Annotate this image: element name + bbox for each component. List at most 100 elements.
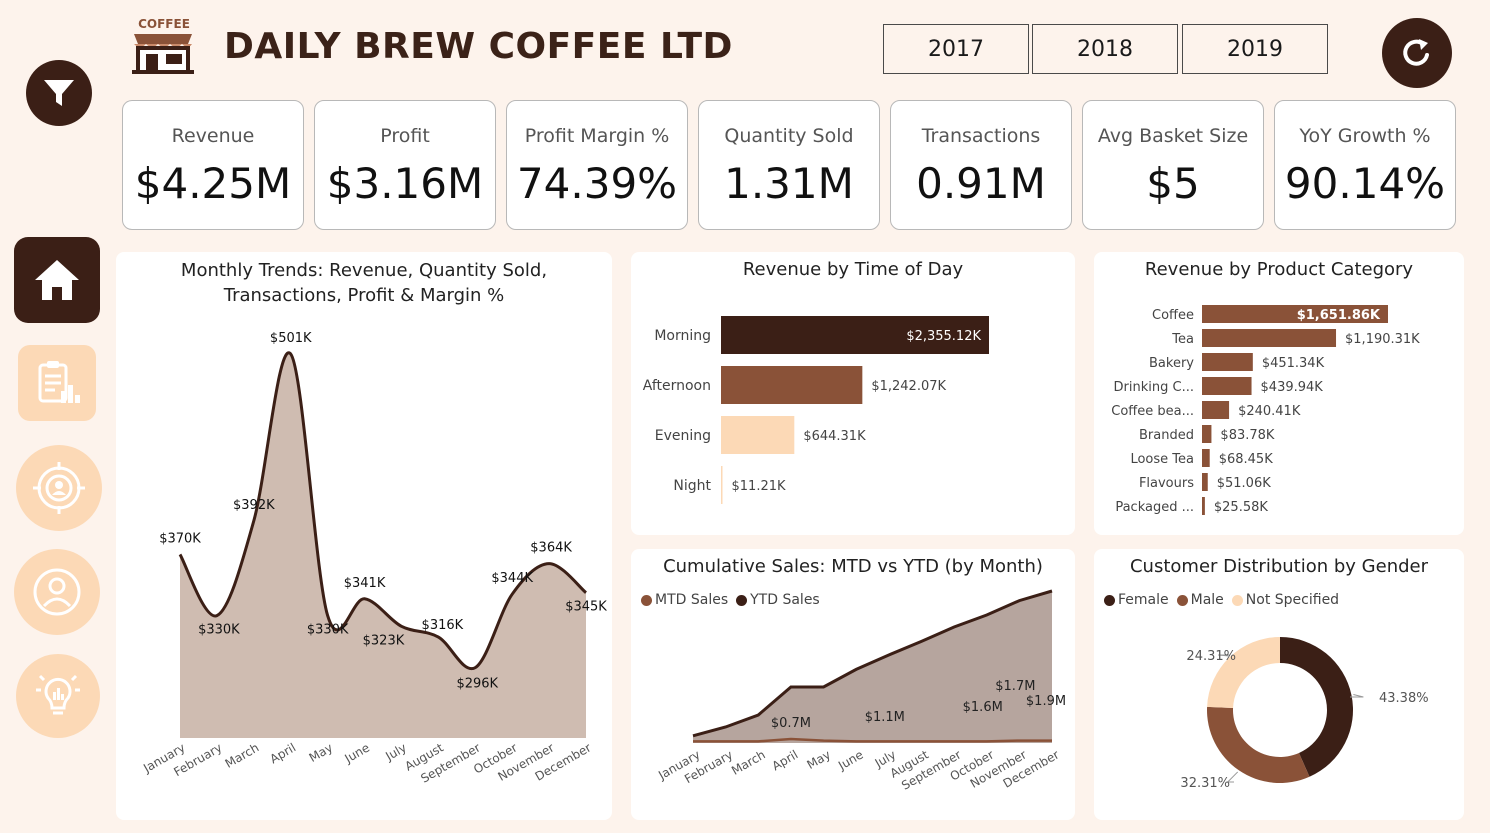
kpi-value: 1.31M xyxy=(724,159,854,208)
kpi-card-revenue: Revenue $4.25M xyxy=(122,100,304,230)
x-tick-label: March xyxy=(223,740,262,770)
kpi-label: Profit Margin % xyxy=(524,125,670,147)
filter-button[interactable] xyxy=(26,60,92,126)
y-category-label: Flavours xyxy=(1139,476,1194,491)
y-category-label: Bakery xyxy=(1149,356,1194,371)
data-label: $370K xyxy=(159,531,201,546)
legend-label: MTD Sales xyxy=(655,592,729,608)
legend-label: Not Specified xyxy=(1245,592,1340,608)
category-bar xyxy=(1202,305,1388,323)
x-tick-label: April xyxy=(770,747,801,773)
legend-item-mtd[interactable]: MTD Sales xyxy=(641,592,728,608)
nav-customer-button[interactable] xyxy=(14,549,100,635)
target-customer-icon xyxy=(33,462,85,514)
category-bar xyxy=(1202,449,1210,467)
nav-target-button[interactable] xyxy=(16,445,102,531)
data-label: $25.58K xyxy=(1214,500,1268,515)
lightbulb-chart-icon xyxy=(36,674,80,715)
product-category-panel: Revenue by Product Category Coffee $1,651… xyxy=(1094,252,1464,535)
kpi-card-yoy-growth: YoY Growth % 90.14% xyxy=(1274,100,1456,230)
leader-line xyxy=(1350,694,1364,698)
kpi-value: $3.16M xyxy=(326,159,484,208)
x-tick-label: April xyxy=(267,740,298,766)
cumulative-legend: MTD Sales YTD Sales xyxy=(641,592,820,608)
category-bar xyxy=(1202,497,1205,515)
category-bar xyxy=(1202,473,1208,491)
category-bar xyxy=(1202,401,1230,419)
data-label: $330K xyxy=(307,623,349,638)
app-title: DAILY BREW COFFEE LTD xyxy=(224,26,733,67)
legend-dot xyxy=(1104,594,1115,606)
legend-item-male[interactable]: Male xyxy=(1176,592,1224,608)
leader-line xyxy=(1226,771,1239,783)
data-label: 24.31% xyxy=(1186,649,1236,664)
time-of-day-chart[interactable]: Morning $2,355.12K Afternoon $1,242.07K Even… xyxy=(631,252,1075,535)
kpi-label: Revenue xyxy=(171,125,255,147)
legend-dot xyxy=(736,594,748,606)
kpi-value: 90.14% xyxy=(1284,159,1446,208)
year-button-2017[interactable]: 2017 xyxy=(883,24,1029,74)
nav-products-button[interactable] xyxy=(18,345,96,421)
x-tick-label: March xyxy=(729,747,768,777)
data-label: $83.78K xyxy=(1220,428,1274,443)
data-label: $451.34K xyxy=(1262,356,1325,371)
ytd-area xyxy=(693,591,1052,743)
data-label: $344K xyxy=(491,571,533,586)
kpi-card-transactions: Transactions 0.91M xyxy=(890,100,1072,230)
product-category-chart[interactable]: Coffee $1,651.86K Tea $1,190.31K Bakery $451.… xyxy=(1094,252,1464,535)
time-of-day-panel: Revenue by Time of Day Morning $2,355.12K… xyxy=(631,252,1075,535)
data-label: $392K xyxy=(233,498,275,513)
clipboard-chart-icon xyxy=(38,361,80,403)
data-label: $68.45K xyxy=(1219,452,1273,467)
x-tick-label: May xyxy=(805,747,833,772)
legend-dot xyxy=(1231,594,1243,606)
legend-item-not-specified[interactable]: Not Specified xyxy=(1231,592,1340,608)
kpi-value: $5 xyxy=(1146,159,1200,208)
data-label: $330K xyxy=(198,623,240,638)
data-label: $0.7M xyxy=(771,716,811,731)
revenue-line xyxy=(178,351,588,671)
data-label: $51.06K xyxy=(1217,476,1271,491)
data-label: $1,190.31K xyxy=(1345,332,1420,347)
data-label: 32.31% xyxy=(1180,776,1230,791)
revenue-area xyxy=(180,352,586,738)
category-bar xyxy=(1202,377,1252,395)
data-label: $240.41K xyxy=(1238,404,1301,419)
reset-button[interactable] xyxy=(1382,18,1452,88)
logo-text: COFFEE xyxy=(138,17,190,31)
chart-title: Revenue by Product Category xyxy=(1144,259,1414,280)
chart-title: Revenue by Time of Day xyxy=(742,259,964,280)
kpi-card-profit: Profit $3.16M xyxy=(314,100,496,230)
year-button-2018[interactable]: 2018 xyxy=(1032,24,1178,74)
cumulative-sales-chart[interactable]: $0.7M $1.1M$1.6M$1.7M$1.9MJanuaryFebruary… xyxy=(631,549,1075,820)
donut-slice-male xyxy=(1207,706,1310,783)
legend-item-ytd[interactable]: YTD Sales xyxy=(736,592,820,608)
time-of-day-bar xyxy=(721,316,989,354)
kpi-card-avg-basket-size: Avg Basket Size $5 xyxy=(1082,100,1264,230)
time-of-day-bar xyxy=(721,416,795,454)
data-label: $323K xyxy=(363,633,405,648)
y-category-label: Morning xyxy=(654,328,711,344)
data-label: $345K xyxy=(565,600,607,615)
nav-insights-button[interactable] xyxy=(16,654,100,738)
chart-title: Cumulative Sales: MTD vs YTD (by Month) xyxy=(663,556,1043,577)
gender-donut-chart[interactable]: 43.38% 32.31% 24.31% xyxy=(1094,549,1464,820)
legend-item-female[interactable]: Female xyxy=(1104,592,1169,608)
data-label: $364K xyxy=(530,541,572,556)
data-label: $1.7M xyxy=(995,679,1035,694)
category-bar xyxy=(1202,353,1253,371)
kpi-value: 74.39% xyxy=(516,159,678,208)
y-category-label: Night xyxy=(673,478,711,494)
donut-slice-female xyxy=(1280,637,1353,777)
legend-label: YTD Sales xyxy=(750,592,820,608)
monthly-trends-chart[interactable]: $370K $330K $392K $501K $330K $341K $323K $316K… xyxy=(116,252,612,820)
legend-label: Female xyxy=(1118,592,1169,608)
monthly-trends-panel: Monthly Trends: Revenue, Quantity Sold, … xyxy=(116,252,612,820)
nav-home-button[interactable] xyxy=(14,237,100,323)
data-label: $501K xyxy=(270,331,312,346)
y-category-label: Packaged ... xyxy=(1115,500,1194,515)
y-category-label: Afternoon xyxy=(643,378,711,394)
kpi-label: Quantity Sold xyxy=(724,125,854,147)
refresh-icon xyxy=(1403,39,1429,66)
year-button-2019[interactable]: 2019 xyxy=(1182,24,1328,74)
